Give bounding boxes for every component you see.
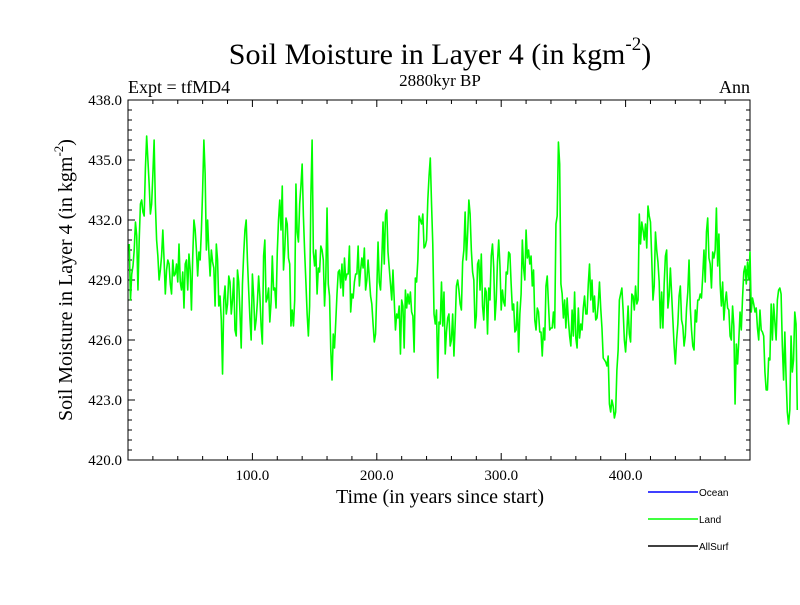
y-tick-label: 438.0 [88, 93, 122, 109]
x-tick-label: 300.0 [484, 468, 518, 484]
plot-frame [127, 99, 751, 461]
legend-allsurf-label: AllSurf [699, 542, 729, 553]
y-tick-label: 429.0 [88, 273, 122, 289]
y-tick-label: 420.0 [88, 453, 122, 469]
chart-title: Soil Moisture in Layer 4 (in kgm-2) [229, 34, 651, 71]
x-axis-label: Time (in years since start) [336, 486, 544, 508]
y-axis-label: Soil Moisture in Layer 4 (in kgm-2) [51, 139, 77, 421]
series-land-line [128, 135, 799, 425]
axis-ticks: 100.0 200.0 300.0 400.0 420.0 423.0 426.0 429.0… [88, 93, 750, 484]
season-label: Ann [719, 77, 750, 97]
x-tick-label: 100.0 [236, 468, 270, 484]
y-tick-label: 426.0 [88, 333, 122, 349]
y-tick-label: 435.0 [88, 153, 122, 169]
chart-subtitle: 2880kyr BP [399, 71, 481, 90]
y-tick-label: 432.0 [88, 213, 122, 229]
legend-ocean-label: Ocean [699, 488, 728, 499]
y-tick-label: 423.0 [88, 393, 122, 409]
x-tick-label: 200.0 [360, 468, 394, 484]
legend: Ocean Land AllSurf [648, 488, 729, 553]
experiment-label: Expt = tfMD4 [128, 77, 230, 97]
x-tick-label: 400.0 [609, 468, 643, 484]
legend-land-label: Land [699, 515, 721, 526]
